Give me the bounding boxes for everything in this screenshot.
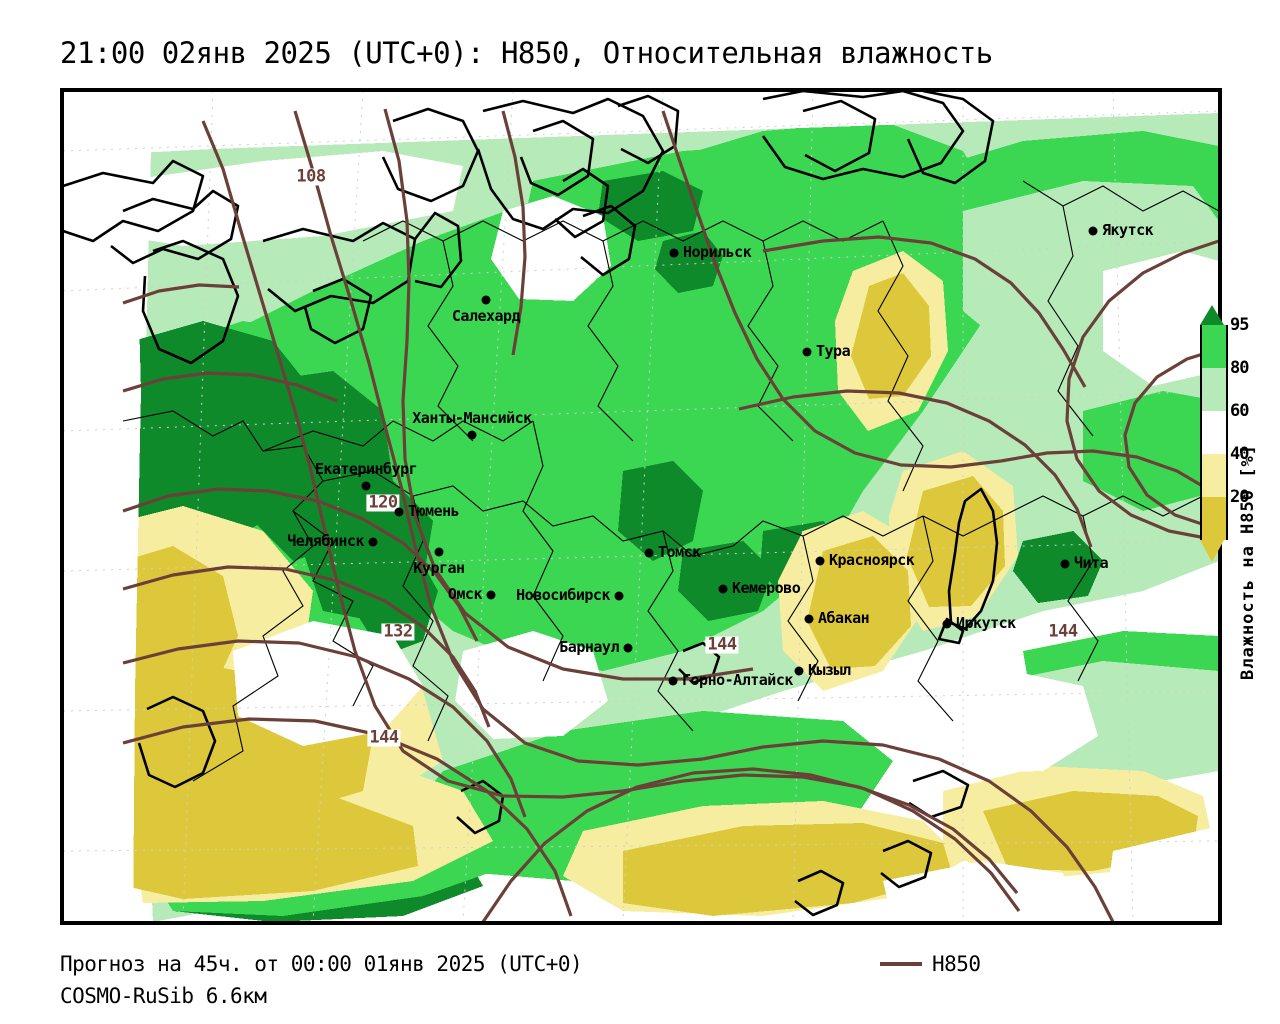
coastlines: [63, 91, 999, 917]
colorbar-band-80: [1200, 368, 1228, 411]
colorbar-band-95: [1200, 325, 1228, 368]
colorbar-band-60: [1200, 411, 1228, 454]
colorbar-bottom-arrow: [1200, 540, 1224, 562]
contour-label: 144: [367, 727, 401, 748]
colorbar-title: Влажность на H850 [%]: [1238, 444, 1258, 680]
map-canvas[interactable]: [63, 91, 1219, 922]
colorbar-band-40: [1200, 454, 1228, 497]
map-svg: [63, 91, 1219, 922]
contour-label: 144: [705, 634, 739, 655]
admin-borders: [122, 180, 1219, 782]
h850-legend: H850: [880, 952, 981, 976]
page-title: 21:00 02янв 2025 (UTC+0): H850, Относите…: [60, 36, 993, 70]
colorbar-ticks: 95 80 60 40 20: [1226, 315, 1280, 540]
h850-contours: [122, 108, 1219, 922]
model-info: COSMO-RuSib 6.6км: [60, 984, 267, 1008]
h850-legend-label: H850: [932, 952, 981, 976]
map-frame[interactable]: 108 120 132 144 144 144 Якутск Норильск …: [60, 88, 1222, 925]
colorbar: 95 80 60 40 20: [1200, 305, 1280, 562]
contour-label: 108: [294, 166, 328, 187]
colorbar-tick: 20: [1230, 487, 1250, 507]
forecast-info: Прогноз на 45ч. от 00:00 01янв 2025 (UTC…: [60, 952, 583, 976]
colorbar-tick: 60: [1230, 401, 1250, 421]
contour-label: 132: [381, 621, 415, 642]
colorbar-tick: 40: [1230, 444, 1250, 464]
colorbar-band-20: [1200, 497, 1228, 540]
contour-label: 144: [1048, 621, 1078, 642]
colorbar-tick: 80: [1230, 358, 1250, 378]
colorbar-tick: 95: [1230, 315, 1250, 335]
colorbar-gradient: [1200, 305, 1228, 562]
contour-label: 120: [366, 492, 400, 513]
h850-line-swatch: [880, 962, 922, 966]
colorbar-top-arrow: [1200, 305, 1224, 325]
